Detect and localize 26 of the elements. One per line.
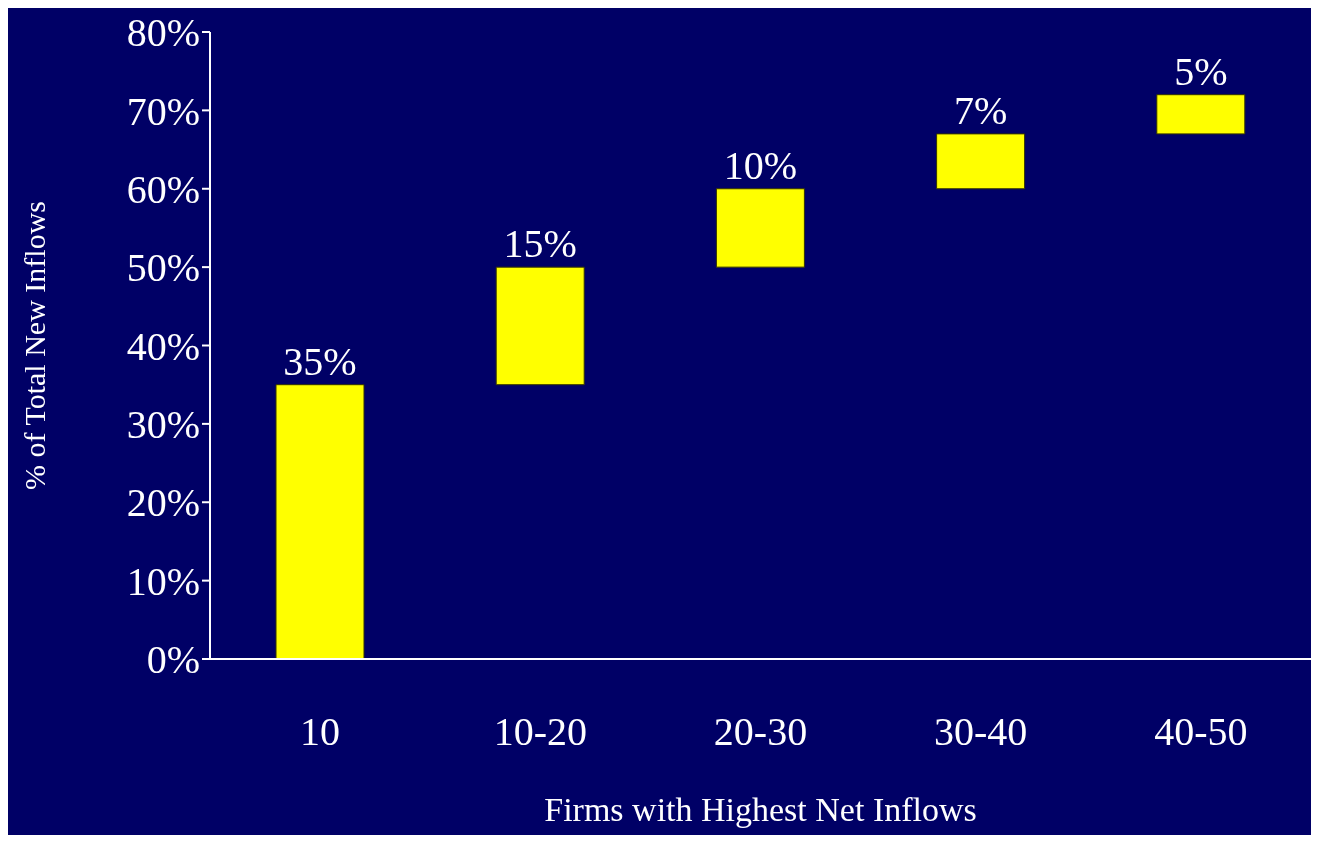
x-tick-label: 30-40 <box>934 709 1028 755</box>
data-label: 5% <box>1174 48 1228 94</box>
y-axis-title: % of Total New Inflows <box>17 201 51 490</box>
y-tick-label: 20% <box>126 480 200 526</box>
y-tick-label: 50% <box>126 245 200 291</box>
y-tick-label: 40% <box>126 323 200 369</box>
bar <box>1156 94 1246 135</box>
y-tick-label: 30% <box>126 402 200 448</box>
x-tick-label: 10 <box>300 709 341 755</box>
x-tick-label: 10-20 <box>493 709 587 755</box>
bar <box>715 188 805 268</box>
bar <box>275 384 365 659</box>
x-axis-title: Firms with Highest Net Inflows <box>544 791 977 828</box>
data-label: 10% <box>723 142 798 188</box>
x-tick-label: 20-30 <box>713 709 808 755</box>
y-tick-label: 60% <box>126 166 200 212</box>
data-label: 7% <box>953 87 1008 133</box>
y-tick-label: 0% <box>146 637 200 683</box>
y-tick-label: 70% <box>126 88 200 134</box>
x-tick-label: 40-50 <box>1154 709 1248 755</box>
bar <box>936 133 1026 190</box>
data-label: 35% <box>283 338 357 384</box>
y-tick-label: 80% <box>126 10 200 56</box>
data-label: 15% <box>503 221 577 267</box>
y-tick-label: 10% <box>126 558 200 604</box>
bar <box>495 266 585 386</box>
